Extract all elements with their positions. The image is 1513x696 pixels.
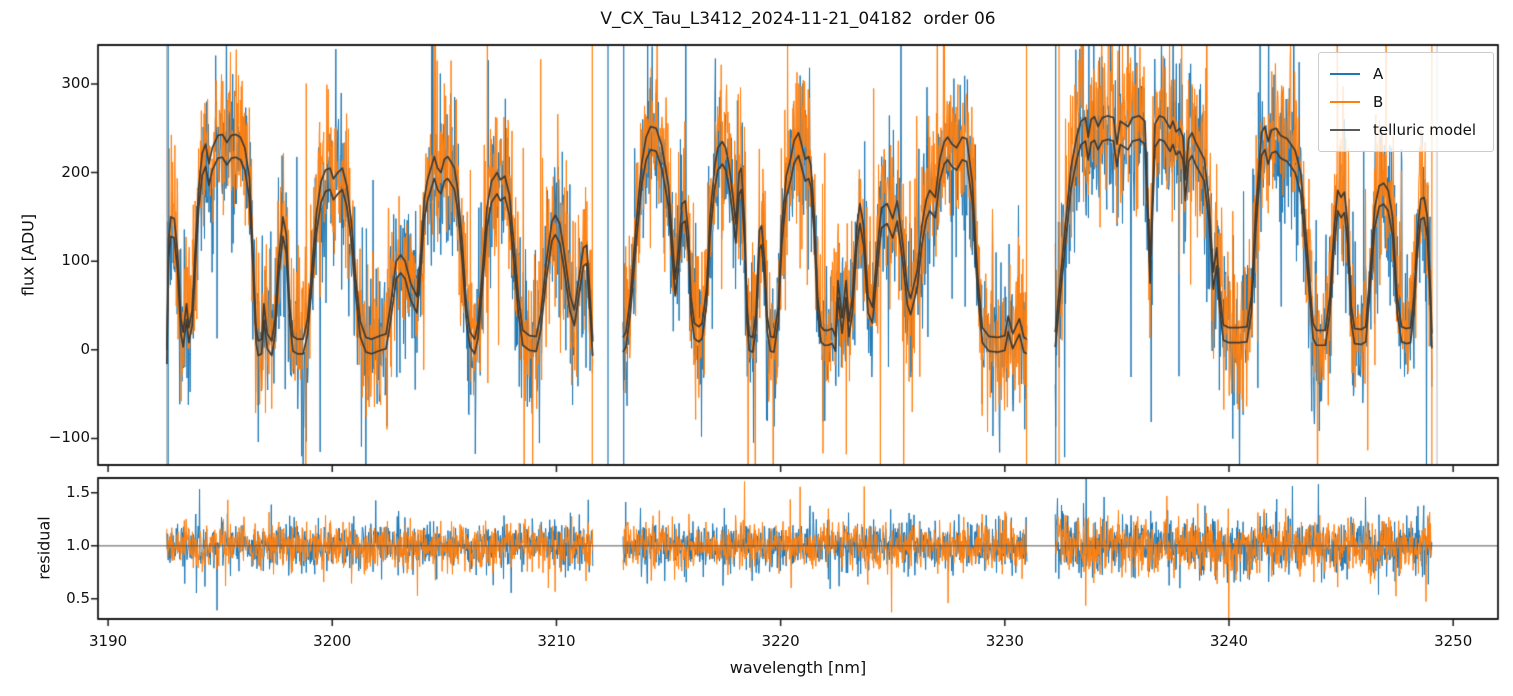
legend-entry-telluric-model: telluric model (1330, 116, 1493, 144)
x-tick-label: 3220 (761, 632, 800, 650)
x-tick-label: 3200 (313, 632, 352, 650)
y-tick-label-flux: −100 (48, 428, 90, 447)
wavelength-axis-label: wavelength [nm] (729, 658, 867, 677)
legend-entry-a: A (1330, 60, 1493, 88)
legend-label-b: B (1373, 93, 1384, 111)
legend-line-b-icon (1330, 101, 1360, 103)
legend-line-a-icon (1330, 73, 1360, 75)
x-tick-label: 3250 (1434, 632, 1473, 650)
x-tick-label: 3230 (985, 632, 1024, 650)
y-tick-label-flux: 100 (61, 251, 90, 270)
x-tick-label: 3210 (537, 632, 576, 650)
x-tick-label: 3240 (1209, 632, 1249, 650)
legend-label-a: A (1373, 65, 1384, 83)
legend-line-telluric-icon (1330, 129, 1360, 131)
page-title: V_CX_Tau_L3412_2024-11-21_04182 order 06 (600, 9, 996, 29)
x-tick-label: 3190 (88, 632, 128, 650)
y-tick-label-flux: 0 (80, 339, 90, 358)
y-tick-label-residual: 0.5 (66, 588, 90, 607)
y-tick-label-flux: 200 (61, 162, 90, 181)
legend-label-telluric-model: telluric model (1373, 121, 1477, 139)
y-tick-label-flux: 300 (61, 73, 90, 92)
legend: A B telluric model (1318, 52, 1494, 152)
legend-entry-b: B (1330, 88, 1493, 116)
y-tick-label-residual: 1.0 (66, 535, 90, 554)
y-tick-label-residual: 1.5 (66, 482, 90, 501)
